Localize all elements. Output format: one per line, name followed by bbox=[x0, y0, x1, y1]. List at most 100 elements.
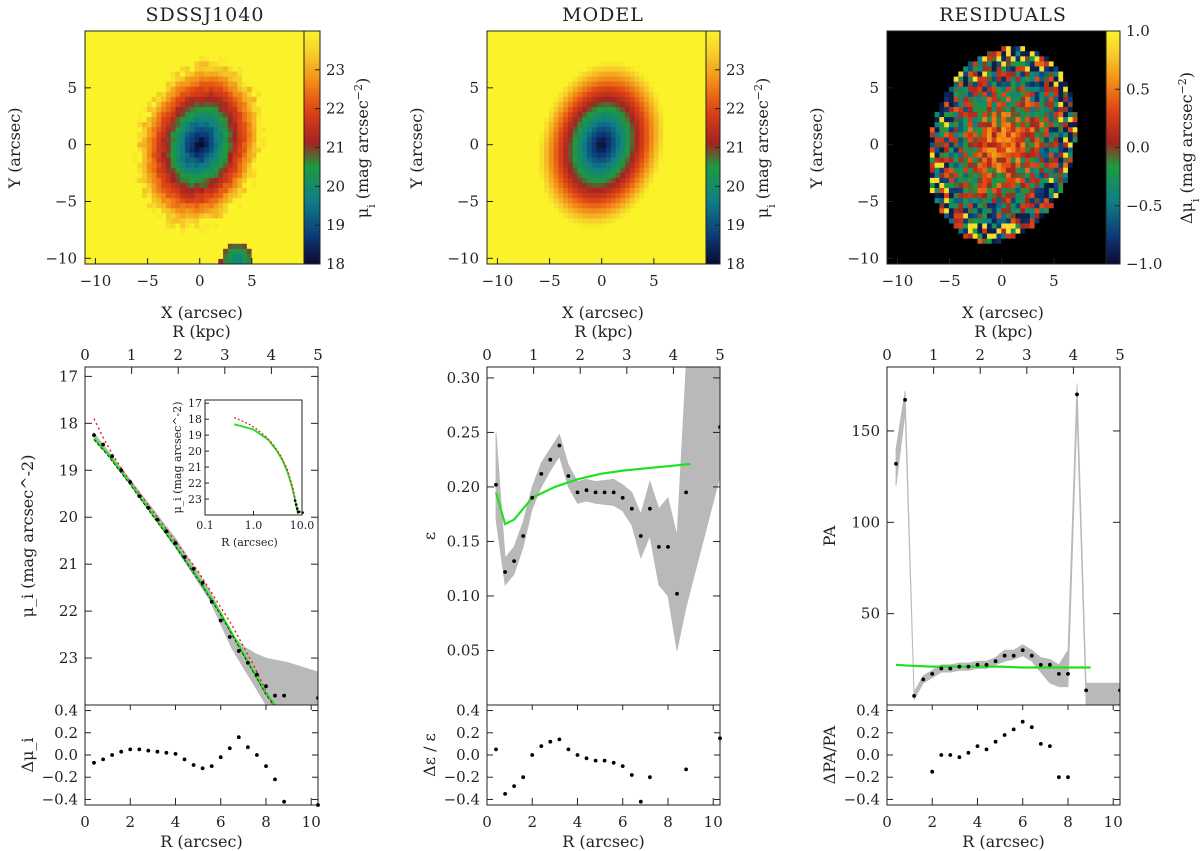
pixel bbox=[591, 142, 597, 148]
pixel bbox=[170, 157, 176, 164]
pixel bbox=[558, 106, 564, 113]
pixel bbox=[123, 248, 129, 255]
pixel bbox=[534, 258, 540, 265]
pixel bbox=[491, 101, 497, 108]
pixel bbox=[180, 122, 186, 128]
pixel bbox=[232, 86, 238, 93]
pixel bbox=[165, 122, 172, 128]
pixel bbox=[94, 208, 100, 214]
galaxy-image bbox=[85, 31, 305, 265]
pixel bbox=[887, 71, 893, 77]
pixel bbox=[204, 172, 210, 179]
pixel bbox=[610, 56, 616, 62]
pixel bbox=[548, 142, 555, 148]
pixel bbox=[696, 91, 702, 98]
pixel bbox=[227, 238, 233, 245]
pixel bbox=[127, 31, 134, 37]
pixel bbox=[161, 213, 167, 219]
pixel bbox=[625, 56, 631, 62]
pixel bbox=[251, 117, 257, 123]
pixel bbox=[89, 182, 95, 189]
pixel bbox=[625, 147, 631, 153]
pixel bbox=[548, 258, 555, 265]
pixel bbox=[953, 167, 959, 174]
pixel bbox=[696, 51, 702, 57]
pixel bbox=[270, 162, 276, 169]
pixel bbox=[165, 258, 172, 265]
pixel bbox=[939, 142, 945, 148]
pixel bbox=[920, 167, 926, 174]
pixel bbox=[577, 182, 583, 189]
pixel bbox=[170, 243, 176, 250]
pixel bbox=[591, 152, 597, 159]
pixel bbox=[151, 177, 157, 184]
pixel bbox=[544, 61, 550, 67]
pixel bbox=[525, 172, 531, 179]
pixel bbox=[280, 213, 286, 219]
pixel bbox=[672, 137, 678, 143]
pixel bbox=[520, 147, 526, 153]
pixel bbox=[89, 127, 95, 133]
pixel bbox=[89, 193, 95, 199]
pixel bbox=[558, 223, 564, 229]
pixel bbox=[891, 193, 897, 199]
pixel bbox=[491, 208, 497, 214]
pixel bbox=[663, 218, 669, 224]
pixel bbox=[582, 101, 588, 108]
pixel bbox=[275, 132, 281, 138]
pixel bbox=[691, 46, 697, 52]
pixel bbox=[572, 253, 578, 260]
pixel bbox=[529, 223, 536, 229]
pixel bbox=[682, 76, 688, 83]
pixel bbox=[487, 96, 493, 103]
pixel bbox=[180, 36, 186, 42]
pixel bbox=[261, 147, 267, 153]
pixel bbox=[520, 81, 526, 88]
pixel bbox=[237, 91, 243, 98]
pixel bbox=[275, 162, 281, 169]
pixel bbox=[161, 96, 167, 103]
pixel bbox=[170, 127, 176, 133]
pixel bbox=[606, 51, 612, 57]
pixel bbox=[929, 106, 936, 113]
pixel bbox=[132, 182, 138, 189]
pixel bbox=[591, 147, 597, 153]
pixel bbox=[137, 127, 143, 133]
pixel bbox=[294, 41, 300, 47]
pixel bbox=[682, 132, 688, 138]
pixel bbox=[94, 106, 100, 113]
pixel bbox=[251, 36, 257, 42]
pixel bbox=[906, 86, 912, 93]
pixel bbox=[691, 91, 697, 98]
pixel bbox=[629, 127, 635, 133]
pixel bbox=[491, 122, 497, 128]
pixel bbox=[510, 233, 516, 240]
pixel bbox=[199, 188, 205, 194]
pixel bbox=[491, 147, 497, 153]
pixel bbox=[184, 41, 191, 47]
pixel bbox=[563, 203, 569, 209]
pixel bbox=[539, 61, 545, 67]
pixel bbox=[289, 46, 295, 52]
pixel bbox=[653, 112, 659, 118]
pixel bbox=[156, 152, 162, 159]
pixel bbox=[156, 66, 162, 72]
pixel bbox=[501, 147, 507, 153]
pixel bbox=[118, 91, 124, 98]
pixel bbox=[906, 117, 912, 123]
pixel bbox=[891, 137, 897, 143]
pixel bbox=[246, 172, 253, 179]
pixel bbox=[701, 213, 707, 219]
pixel bbox=[615, 253, 621, 260]
pixel bbox=[251, 66, 257, 72]
pixel bbox=[491, 258, 497, 265]
pixel bbox=[132, 253, 138, 260]
pixel bbox=[701, 81, 707, 88]
pixel bbox=[615, 91, 621, 98]
pixel bbox=[591, 172, 597, 179]
pixel bbox=[944, 152, 950, 159]
pixel bbox=[199, 137, 205, 143]
pixel bbox=[577, 112, 583, 118]
pixel bbox=[672, 233, 678, 240]
pixel bbox=[127, 56, 134, 62]
